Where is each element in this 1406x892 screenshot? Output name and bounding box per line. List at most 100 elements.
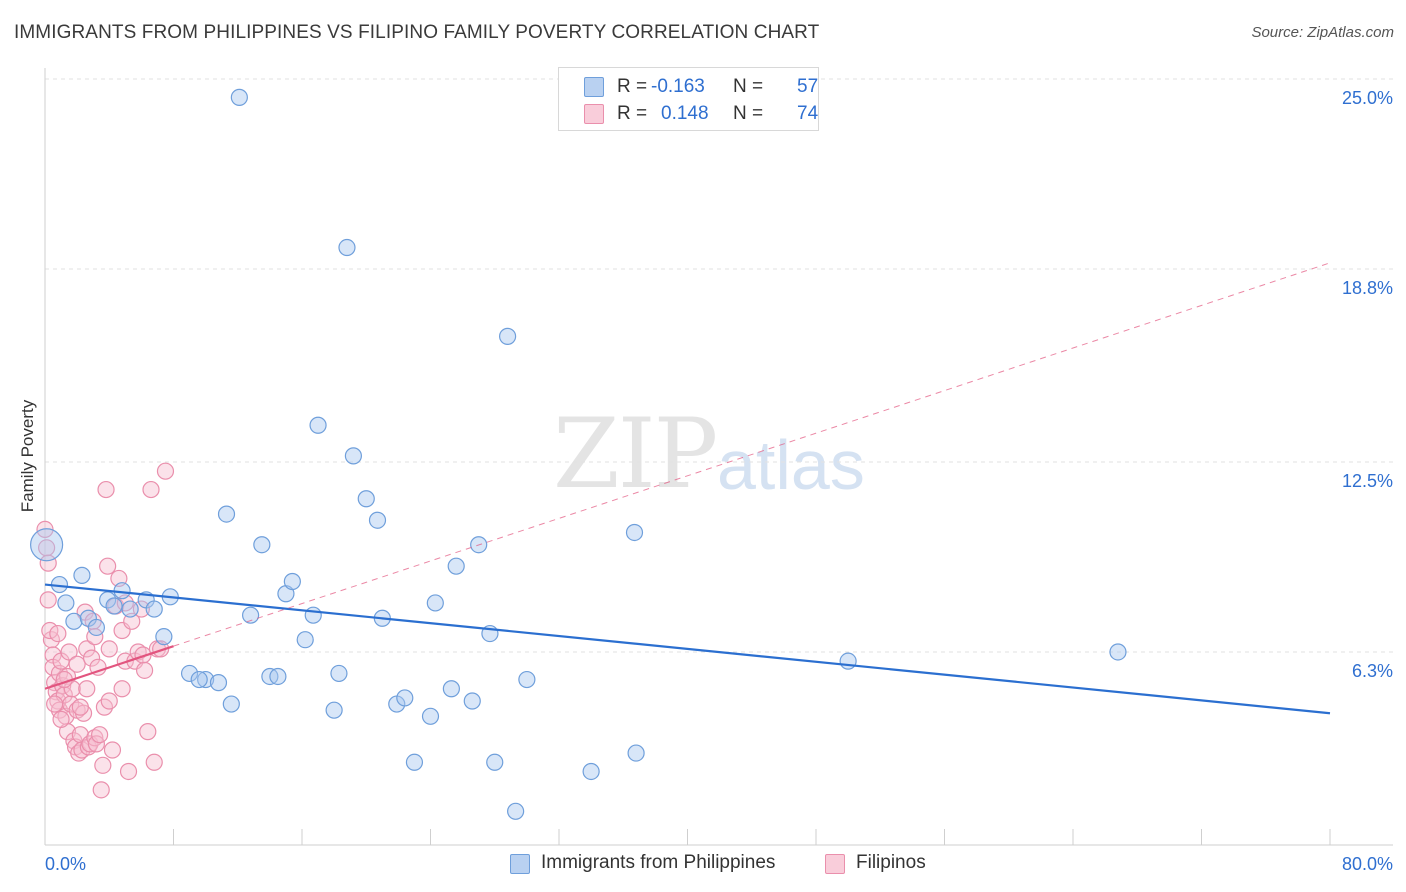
legend-r-value-blue: -0.163	[651, 76, 705, 97]
philippines-point	[222, 695, 240, 713]
philippines-point	[447, 557, 465, 575]
tick-labels: 6.3% 12.5% 18.8% 25.0% 0.0% 80.0%	[45, 88, 1393, 874]
philippines-point	[65, 612, 83, 630]
philippines-points	[30, 88, 1127, 820]
philippines-trend-line	[44, 583, 1331, 715]
philippines-point	[486, 753, 504, 771]
philippines-point	[507, 802, 525, 820]
filipinos-point	[39, 591, 57, 609]
philippines-point	[87, 618, 106, 637]
filipinos-point	[82, 649, 101, 667]
philippines-point	[421, 707, 440, 725]
bottom-legend-swatch-pink	[825, 854, 845, 874]
philippines-point	[121, 600, 139, 618]
filipinos-point	[60, 643, 78, 661]
filipinos-point	[113, 680, 131, 698]
philippines-point	[405, 753, 424, 771]
philippines-point	[145, 600, 163, 618]
filipinos-point	[39, 554, 57, 572]
legend-n-label: N =	[733, 103, 764, 124]
filipinos-trend-line-dashed	[173, 262, 1331, 647]
source-credit: Source: ZipAtlas.com	[1251, 24, 1394, 41]
philippines-point	[217, 505, 236, 523]
filipinos-point	[91, 726, 109, 744]
philippines-point	[442, 680, 460, 698]
filipinos-point	[99, 557, 117, 575]
watermark-atlas: atlas	[717, 426, 865, 504]
philippines-point	[230, 88, 248, 106]
philippines-point	[368, 511, 387, 529]
philippines-point	[582, 762, 600, 781]
y-tick-label: 12.5%	[1342, 471, 1393, 491]
philippines-point	[357, 490, 375, 508]
legend-n-label: N =	[733, 76, 764, 97]
y-tick-label: 6.3%	[1352, 661, 1393, 681]
philippines-point	[396, 689, 414, 707]
x-tick-label-min: 0.0%	[45, 854, 86, 874]
filipinos-point	[100, 640, 118, 658]
filipinos-trend-line-solid	[44, 645, 174, 690]
legend-n-value-pink: 74	[797, 103, 819, 124]
filipinos-point	[86, 729, 104, 747]
philippines-point	[625, 523, 644, 542]
philippines-point	[73, 566, 91, 584]
philippines-point	[296, 631, 314, 649]
filipinos-point	[78, 640, 96, 658]
filipinos-point	[78, 680, 96, 698]
filipinos-point	[49, 624, 67, 643]
philippines-point	[105, 597, 123, 615]
chart-title: IMMIGRANTS FROM PHILIPPINES VS FILIPINO …	[14, 22, 820, 43]
trend-lines	[44, 262, 1331, 715]
filipinos-point	[70, 744, 88, 762]
filipinos-point	[94, 756, 112, 774]
philippines-point	[269, 667, 287, 686]
philippines-point	[304, 606, 322, 624]
x-tick-label-max: 80.0%	[1342, 854, 1393, 874]
philippines-point	[499, 327, 517, 345]
y-tick-label: 18.8%	[1342, 278, 1393, 298]
legend-n-value-blue: 57	[797, 76, 819, 97]
filipinos-point	[97, 480, 115, 499]
legend-r-label: R =	[617, 76, 648, 97]
philippines-point	[518, 670, 536, 689]
filipinos-point	[156, 462, 175, 480]
filipinos-point	[142, 480, 160, 499]
philippines-point	[209, 674, 228, 692]
filipinos-point	[145, 753, 163, 771]
legend-r-label: R =	[617, 103, 648, 124]
bottom-legend-label-philippines: Immigrants from Philippines	[541, 852, 776, 873]
filipinos-point	[68, 655, 86, 673]
filipinos-point	[135, 661, 154, 679]
filipinos-point	[36, 520, 54, 539]
philippines-point	[1109, 643, 1127, 661]
philippines-point	[309, 416, 327, 434]
philippines-point	[283, 572, 301, 591]
filipinos-point	[71, 698, 89, 716]
bottom-legend-swatch-blue	[510, 854, 530, 874]
axes	[44, 68, 1393, 846]
filipinos-point	[92, 781, 110, 799]
filipinos-point	[119, 762, 138, 781]
philippines-point	[426, 594, 444, 612]
philippines-point	[155, 628, 173, 646]
filipinos-point	[87, 735, 106, 753]
correlation-legend: R = -0.163 N = 57 R = 0.148 N = 74	[558, 67, 819, 131]
filipinos-point	[139, 723, 157, 741]
bottom-legend-label-filipinos: Filipinos	[856, 852, 926, 873]
legend-swatch-blue	[584, 77, 604, 97]
philippines-point	[30, 528, 64, 562]
philippines-point	[627, 744, 645, 762]
philippines-point	[839, 652, 857, 670]
philippines-point	[180, 664, 199, 683]
philippines-point	[463, 692, 481, 710]
filipinos-points	[36, 462, 175, 799]
philippines-point	[330, 664, 348, 683]
philippines-point	[325, 701, 343, 719]
philippines-point	[344, 447, 362, 465]
philippines-point	[242, 606, 260, 624]
grid-lines	[45, 78, 1393, 653]
watermark-zip: ZIP	[553, 398, 718, 510]
filipinos-point	[46, 695, 64, 713]
philippines-point	[190, 670, 208, 689]
